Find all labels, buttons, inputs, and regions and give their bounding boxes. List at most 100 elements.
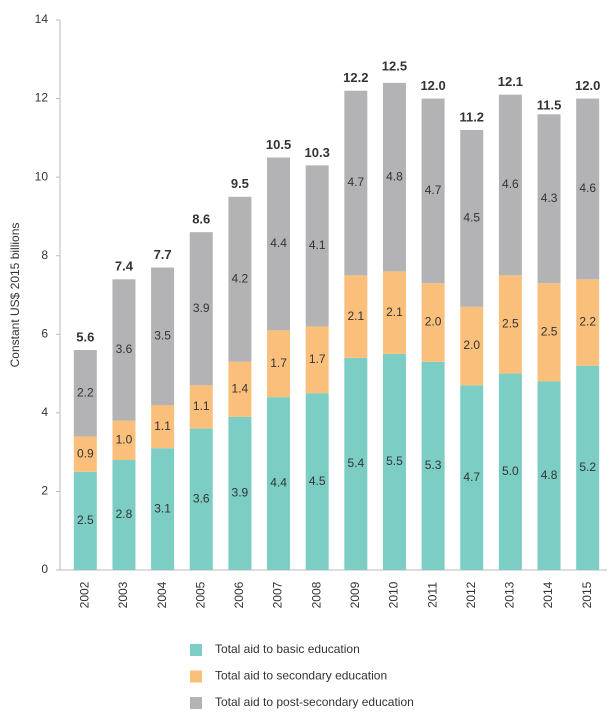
legend-label: Total aid to basic education	[215, 642, 360, 656]
bar-segment	[537, 114, 561, 284]
value-label: 2.2	[77, 385, 94, 399]
legend-swatch	[190, 697, 202, 709]
value-label: 1.1	[193, 399, 210, 413]
y-tick-label: 10	[35, 169, 49, 183]
value-label: 5.5	[386, 454, 403, 468]
bar-segment	[576, 279, 600, 366]
value-label: 2.5	[77, 513, 94, 527]
x-tick-label: 2004	[155, 581, 169, 608]
bar-segment	[112, 279, 136, 421]
x-tick-label: 2012	[464, 581, 478, 608]
total-label: 10.5	[266, 137, 291, 152]
bar-segment	[498, 94, 522, 276]
value-label: 4.1	[309, 238, 326, 252]
value-label: 1.0	[116, 433, 133, 447]
bar-segment	[421, 283, 445, 362]
bar-segment	[382, 353, 406, 570]
bar-segment	[305, 165, 329, 327]
value-label: 4.5	[309, 474, 326, 488]
legend-swatch	[190, 670, 202, 683]
value-label: 0.9	[77, 446, 94, 460]
value-label: 2.5	[502, 317, 519, 331]
total-label: 12.0	[420, 78, 445, 93]
total-label: 7.4	[115, 259, 134, 274]
bar-segment	[228, 361, 252, 417]
value-label: 3.6	[193, 491, 210, 505]
bar-segment	[576, 365, 600, 570]
total-label: 11.5	[537, 98, 562, 113]
value-label: 4.7	[463, 470, 480, 484]
bar-segment	[498, 275, 522, 374]
value-label: 4.4	[270, 476, 287, 490]
bar-segment	[73, 471, 97, 570]
value-label: 4.7	[425, 183, 442, 197]
y-axis-label: Constant US$ 2015 billions	[8, 223, 22, 368]
y-tick-label: 2	[41, 484, 48, 498]
value-label: 3.1	[154, 501, 171, 515]
x-tick-label: 2009	[348, 581, 362, 608]
value-label: 4.2	[232, 271, 249, 285]
x-tick-label: 2011	[425, 582, 439, 608]
total-label: 12.5	[382, 58, 407, 73]
bar-segment	[189, 232, 213, 386]
y-tick-label: 6	[41, 326, 48, 340]
value-label: 5.4	[347, 456, 364, 470]
x-tick-label: 2005	[193, 581, 207, 608]
bar-segment	[460, 385, 484, 570]
bar-segment	[537, 381, 561, 570]
legend-swatch	[190, 644, 202, 656]
bar-segment	[189, 428, 213, 570]
value-label: 2.8	[116, 507, 133, 521]
value-label: 1.1	[154, 419, 171, 433]
bar-segment	[228, 416, 252, 570]
x-tick-label: 2015	[580, 581, 594, 608]
x-tick-label: 2010	[387, 581, 401, 608]
bar-segment	[228, 196, 252, 362]
bar-segment	[73, 350, 97, 437]
total-label: 12.2	[343, 70, 368, 85]
value-label: 5.3	[425, 458, 442, 472]
bar-segment	[382, 82, 406, 272]
value-label: 5.2	[579, 460, 596, 474]
x-tick-label: 2007	[271, 581, 285, 608]
bar-segment	[267, 330, 291, 398]
value-label: 3.6	[116, 342, 133, 356]
bar-segment	[344, 90, 368, 276]
x-tick-label: 2008	[309, 581, 323, 608]
bar-segment	[382, 271, 406, 354]
bar-segment	[73, 436, 97, 472]
y-tick-label: 14	[35, 12, 49, 26]
value-label: 1.7	[309, 352, 326, 366]
y-tick-label: 8	[41, 248, 48, 262]
value-label: 4.7	[347, 175, 364, 189]
total-label: 12.1	[498, 74, 523, 89]
bar-segment	[112, 460, 136, 570]
bar-segment	[421, 98, 445, 284]
total-label: 5.6	[76, 329, 94, 344]
bar-segment	[460, 306, 484, 386]
value-label: 1.4	[232, 381, 249, 395]
value-label: 4.8	[386, 169, 403, 183]
bar-segment	[537, 283, 561, 382]
value-label: 2.0	[463, 338, 480, 352]
legend-label: Total aid to post-secondary education	[215, 695, 414, 709]
bar-segment	[305, 393, 329, 570]
value-label: 4.6	[579, 181, 596, 195]
legend-label: Total aid to secondary education	[215, 669, 387, 683]
value-label: 4.6	[502, 177, 519, 191]
total-label: 12.0	[575, 78, 600, 93]
total-label: 11.2	[459, 109, 484, 124]
value-label: 4.4	[270, 236, 287, 250]
value-label: 3.9	[193, 301, 210, 315]
bar-segment	[460, 130, 484, 307]
bar-segment	[421, 361, 445, 570]
bar-segment	[576, 98, 600, 280]
total-label: 7.7	[154, 247, 172, 262]
value-label: 2.5	[541, 324, 558, 338]
bar-segment	[189, 385, 213, 429]
value-label: 2.1	[386, 305, 403, 319]
value-label: 3.5	[154, 328, 171, 342]
value-label: 5.0	[502, 464, 519, 478]
value-label: 1.7	[270, 356, 287, 370]
